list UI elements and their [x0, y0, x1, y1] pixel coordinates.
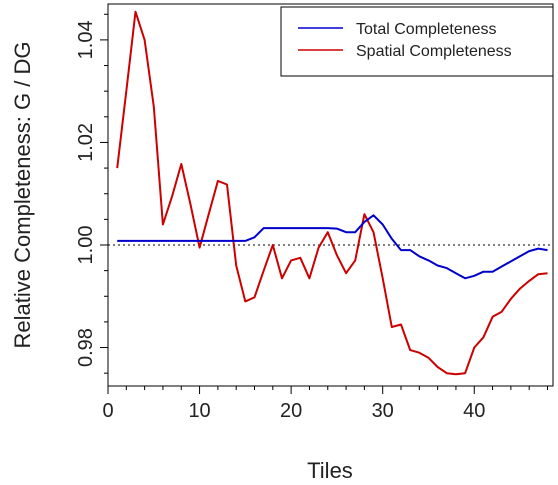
y-tick-label: 0.98 [75, 328, 97, 367]
legend-entry: Spatial Completeness [356, 43, 512, 60]
axes: 0 10 20 30 40 0.98 1.00 1.02 1.04 [75, 3, 554, 422]
x-tick-label: 0 [102, 400, 113, 422]
legend-box [280, 6, 554, 77]
plot-box [107, 3, 554, 387]
y-tick-label: 1.04 [75, 20, 97, 59]
series-line-spatial-completeness [116, 10, 548, 376]
x-tick-label: 40 [463, 400, 485, 422]
x-axis-label: Tiles [307, 458, 353, 483]
legend-entry: Total Completeness [356, 21, 497, 38]
y-axis-label: Relative Completeness: G / DG [10, 42, 35, 349]
y-tick-label: 1.02 [75, 123, 97, 162]
x-tick-label: 30 [372, 400, 394, 422]
series-line-total-completeness [117, 214, 548, 280]
legend: Total Completeness Spatial Completeness [280, 6, 554, 77]
plot-area [108, 10, 553, 376]
x-tick-label: 10 [188, 400, 210, 422]
y-tick-label: 1.00 [75, 226, 97, 265]
x-tick-label: 20 [280, 400, 302, 422]
